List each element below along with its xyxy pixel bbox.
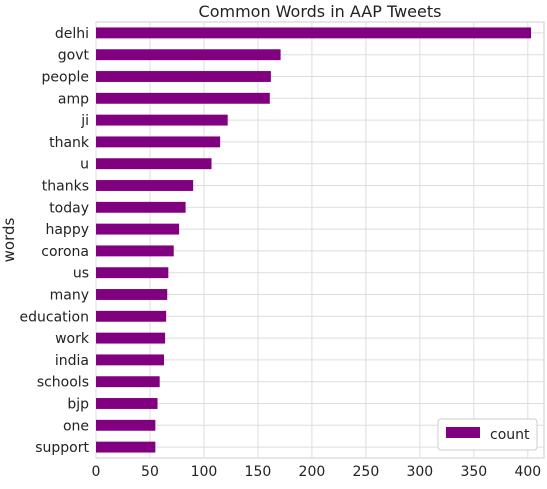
y-tick-label: delhi (55, 26, 89, 42)
y-tick-label: bjp (67, 397, 89, 413)
bar-education (96, 310, 167, 322)
y-tick-label: govt (58, 48, 90, 64)
bar-bjp (96, 398, 158, 409)
bar-india (96, 354, 165, 366)
x-tick-label: 50 (141, 464, 159, 480)
y-tick-label: corona (41, 244, 89, 260)
legend-swatch (446, 427, 480, 438)
y-tick-label: ji (80, 113, 89, 129)
bar-happy (96, 223, 180, 235)
bar-thanks (96, 180, 194, 191)
bar-people (96, 71, 271, 82)
bar-work (96, 332, 166, 344)
x-tick-label: 300 (406, 464, 433, 480)
bar-one (96, 419, 156, 431)
x-tick-label: 150 (245, 464, 272, 480)
bar-u (96, 158, 212, 170)
legend: count (437, 418, 538, 451)
bar-amp (96, 92, 270, 104)
y-tick-label: amp (58, 91, 89, 107)
bar-schools (96, 376, 160, 388)
y-tick-label: many (50, 288, 89, 304)
y-axis-label: words (0, 217, 18, 262)
bar-many (96, 289, 168, 300)
bar-corona (96, 245, 174, 257)
legend-label: count (490, 427, 530, 443)
legend-box (437, 418, 538, 451)
y-tick-label: education (20, 309, 89, 325)
y-tick-label: u (80, 157, 89, 173)
x-tick-label: 350 (460, 464, 487, 480)
bar-delhi (96, 27, 532, 39)
y-tick-label: schools (37, 375, 89, 391)
x-tick-label: 250 (353, 464, 380, 480)
plot-frame (95, 21, 545, 459)
x-tick-label: 400 (514, 464, 541, 480)
y-tick-label: india (55, 353, 89, 369)
bar-today (96, 201, 186, 213)
bar-us (96, 267, 169, 279)
y-tick-label: thank (49, 135, 90, 151)
x-tick-label: 0 (92, 464, 101, 480)
bars (96, 27, 532, 453)
y-tick-label: support (35, 440, 89, 456)
chart-title: Common Words in AAP Tweets (199, 2, 442, 21)
y-tick-label: thanks (42, 179, 89, 195)
y-tick-label: work (55, 331, 90, 347)
x-tick-label: 200 (299, 464, 326, 480)
bar-govt (96, 49, 281, 61)
bar-ji (96, 114, 228, 126)
y-tick-label: one (63, 418, 89, 434)
y-tick-label: people (42, 70, 89, 86)
bar-thank (96, 136, 221, 148)
y-tick-label: us (73, 266, 89, 282)
x-tick-labels: 0 50 100 150 200 250 300 350 400 (92, 464, 542, 480)
y-tick-labels: delhi govt people amp ji thank u thanks today hap… (20, 26, 90, 456)
y-tick-label: happy (45, 222, 89, 238)
y-tick-label: today (49, 200, 89, 216)
bar-support (96, 441, 156, 453)
x-tick-label: 100 (191, 464, 218, 480)
